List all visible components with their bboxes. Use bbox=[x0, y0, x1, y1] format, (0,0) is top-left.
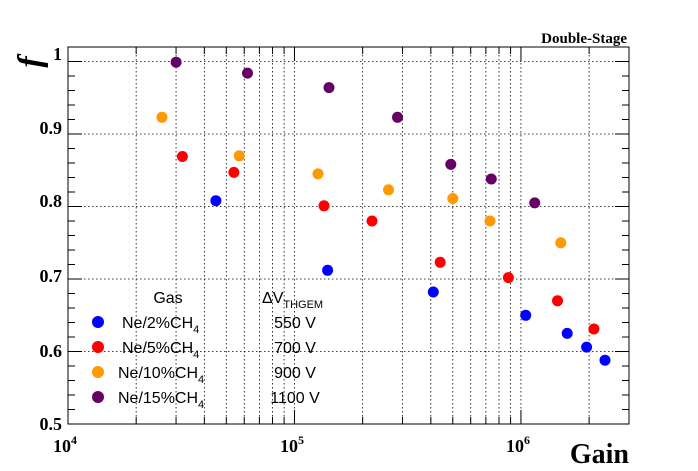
y-tick-label: 1 bbox=[53, 44, 62, 64]
series-1 bbox=[176, 151, 600, 335]
data-point bbox=[555, 237, 567, 249]
data-point bbox=[529, 197, 541, 209]
data-points bbox=[156, 56, 611, 366]
y-tick-label: 0.8 bbox=[40, 191, 63, 211]
x-axis-label: Gain bbox=[570, 439, 630, 470]
data-point bbox=[561, 327, 573, 339]
data-point bbox=[233, 150, 245, 162]
legend-voltage: 900 V bbox=[274, 365, 316, 382]
data-point bbox=[485, 173, 497, 185]
y-tick-label: 0.5 bbox=[40, 414, 63, 434]
data-point bbox=[322, 264, 334, 276]
legend-entry: Ne/10%CH4 900 V bbox=[92, 365, 316, 386]
legend-header-voltage: ΔVTHGEM bbox=[262, 290, 323, 311]
legend-header-gas: Gas bbox=[153, 290, 182, 307]
data-point bbox=[447, 193, 459, 204]
legend-marker bbox=[92, 341, 104, 353]
series-3 bbox=[170, 56, 541, 209]
data-point bbox=[383, 184, 394, 196]
data-point bbox=[366, 215, 378, 227]
legend-label: Ne/5%CH4 bbox=[122, 340, 199, 361]
y-tick-labels: 0.5 0.6 0.7 0.8 0.9 1 bbox=[40, 44, 63, 434]
legend-marker bbox=[92, 316, 104, 328]
x-tick-label: 106 bbox=[506, 433, 530, 456]
data-point bbox=[434, 256, 446, 268]
data-point bbox=[502, 272, 514, 284]
data-point bbox=[581, 341, 593, 353]
data-point bbox=[242, 67, 253, 79]
data-point bbox=[588, 323, 600, 335]
data-point bbox=[392, 111, 403, 123]
legend-label: Ne/10%CH4 bbox=[118, 365, 204, 386]
legend-label: Ne/2%CH4 bbox=[122, 315, 199, 336]
data-point bbox=[520, 309, 532, 321]
legend-entry: Ne/5%CH4 700 V bbox=[92, 340, 316, 361]
series-2 bbox=[156, 111, 567, 249]
axis-ticks bbox=[67, 47, 630, 425]
data-point bbox=[599, 354, 611, 366]
data-point bbox=[176, 151, 188, 162]
data-point bbox=[156, 111, 168, 123]
data-point bbox=[552, 295, 563, 307]
data-point bbox=[445, 158, 457, 170]
data-point bbox=[210, 195, 222, 207]
data-point bbox=[323, 82, 335, 94]
legend: Gas ΔVTHGEM Ne/2%CH4 550 V Ne/5%CH4 700 … bbox=[92, 290, 323, 411]
x-tick-label: 105 bbox=[280, 433, 304, 456]
x-tick-labels: 104 105 106 bbox=[53, 433, 530, 456]
y-tick-label: 0.9 bbox=[40, 118, 63, 138]
data-point bbox=[228, 166, 240, 178]
chart-title: Double-Stage bbox=[541, 31, 627, 47]
legend-label: Ne/15%CH4 bbox=[118, 390, 204, 411]
legend-voltage: 550 V bbox=[274, 315, 316, 332]
data-point bbox=[427, 286, 439, 298]
legend-marker bbox=[92, 391, 104, 403]
data-point bbox=[170, 56, 182, 68]
data-point bbox=[484, 215, 496, 227]
legend-voltage: 700 V bbox=[274, 340, 316, 357]
y-tick-label: 0.7 bbox=[40, 266, 63, 286]
y-axis-label: f bbox=[12, 53, 49, 68]
data-point bbox=[312, 168, 324, 180]
legend-voltage: 1100 V bbox=[270, 390, 320, 407]
legend-marker bbox=[92, 366, 104, 378]
data-point bbox=[318, 200, 330, 212]
legend-entry: Ne/15%CH4 1100 V bbox=[92, 390, 320, 411]
legend-entry: Ne/2%CH4 550 V bbox=[92, 315, 316, 336]
series-0 bbox=[210, 195, 611, 366]
y-tick-label: 0.6 bbox=[40, 341, 63, 361]
x-tick-label: 104 bbox=[53, 433, 77, 456]
